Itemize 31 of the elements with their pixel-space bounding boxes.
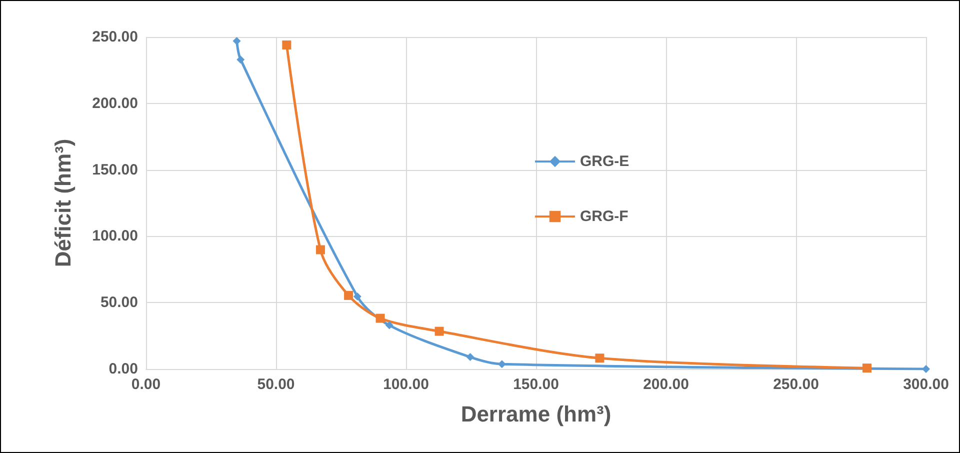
y-tick-label: 150.00 (92, 161, 138, 178)
x-tick-label: 250.00 (773, 376, 819, 393)
point (385, 321, 394, 330)
point (344, 290, 354, 300)
point (498, 360, 506, 368)
point (353, 292, 362, 300)
point (376, 314, 385, 323)
point (316, 245, 325, 254)
x-tick-label: 200.00 (643, 376, 689, 393)
point (236, 56, 245, 64)
point (922, 365, 930, 373)
y-tick-label: 50.00 (100, 294, 138, 312)
legend-label: GRG-E (580, 153, 630, 170)
y-axis-title: Déficit (hm³) (50, 138, 76, 268)
y-tick-label: 0.00 (108, 360, 138, 378)
x-tick-label: 300.00 (903, 376, 949, 393)
x-tick-label: 50.00 (257, 376, 295, 393)
point (282, 40, 292, 50)
point (595, 354, 604, 363)
y-tick-label: 100.00 (92, 228, 138, 245)
x-tick-label: 0.00 (131, 376, 161, 393)
x-tick-label: 150.00 (513, 376, 559, 393)
legend-label: GRG-F (580, 208, 628, 225)
y-tick-label: 200.00 (92, 94, 138, 112)
x-tick-label: 100.00 (383, 376, 429, 393)
point (862, 364, 872, 373)
point (466, 353, 474, 362)
x-axis-title: Derrame (hm³) (460, 402, 612, 426)
point (232, 36, 241, 45)
point (434, 326, 444, 336)
y-tick-label: 250.00 (92, 28, 138, 46)
